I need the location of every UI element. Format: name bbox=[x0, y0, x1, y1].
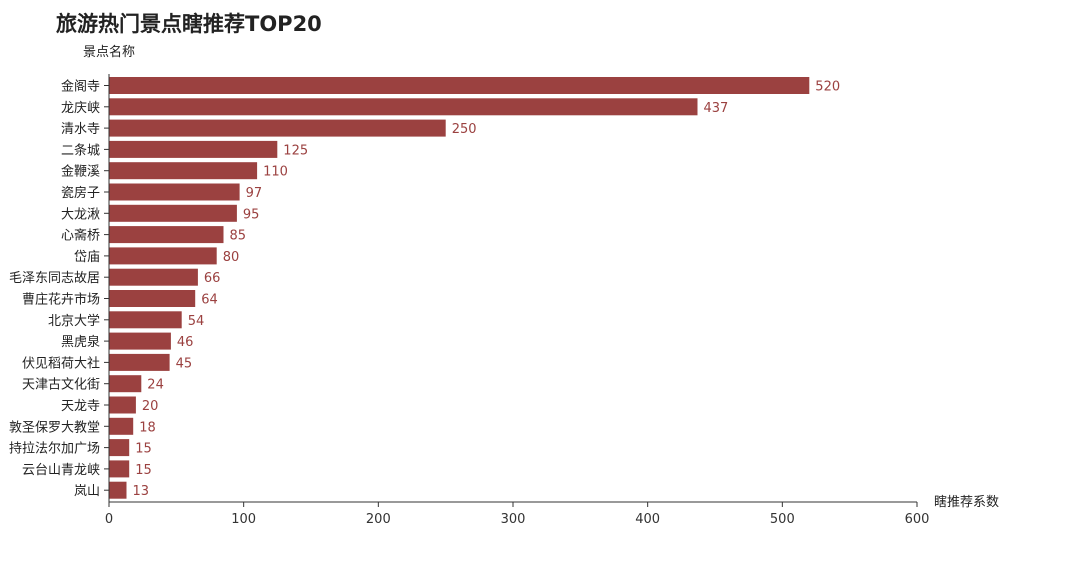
category-label: 敦圣保罗大教堂 bbox=[9, 419, 100, 435]
category-label: 心斋桥 bbox=[61, 228, 100, 244]
bar bbox=[109, 439, 130, 457]
bar bbox=[109, 119, 446, 137]
bar-value-label: 437 bbox=[704, 101, 729, 116]
category-label: 清水寺 bbox=[61, 122, 100, 137]
bar bbox=[109, 460, 130, 478]
category-label: 金鞭溪 bbox=[61, 164, 100, 180]
x-tick-label: 400 bbox=[635, 512, 660, 527]
bar bbox=[109, 396, 136, 414]
bar-value-label: 80 bbox=[223, 250, 240, 265]
bar-value-label: 64 bbox=[201, 293, 218, 308]
bar bbox=[109, 162, 258, 180]
category-label: 龙庆峡 bbox=[61, 101, 100, 116]
x-axis-title: 瞎推荐系数 bbox=[934, 494, 999, 510]
chart-title: 旅游热门景点瞎推荐TOP20 bbox=[56, 12, 322, 36]
bar bbox=[109, 375, 142, 393]
bar-value-label: 520 bbox=[815, 80, 840, 95]
bar-value-label: 20 bbox=[142, 399, 159, 414]
bar-value-label: 66 bbox=[204, 271, 221, 286]
category-label: 金阁寺 bbox=[61, 79, 100, 95]
category-label: 伏见稻荷大社 bbox=[22, 355, 100, 371]
category-label: 瓷房子 bbox=[61, 185, 100, 201]
bar-value-label: 110 bbox=[263, 165, 288, 180]
bar-value-label: 125 bbox=[283, 143, 308, 158]
category-label: 云台山青龙峡 bbox=[22, 463, 100, 478]
bar-value-label: 13 bbox=[133, 484, 150, 499]
bar-value-label: 97 bbox=[246, 186, 263, 201]
bar bbox=[109, 204, 237, 222]
bar-value-label: 15 bbox=[135, 463, 152, 478]
x-tick-label: 100 bbox=[231, 512, 256, 527]
bar bbox=[109, 268, 198, 286]
bar-value-label: 18 bbox=[139, 420, 156, 435]
bar bbox=[109, 226, 224, 244]
category-label: 北京大学 bbox=[48, 313, 100, 329]
x-tick-label: 500 bbox=[770, 512, 795, 527]
bar-value-label: 24 bbox=[147, 378, 164, 393]
category-label: 天龙寺 bbox=[61, 399, 100, 414]
bar-value-label: 85 bbox=[230, 229, 247, 244]
y-axis-title: 景点名称 bbox=[83, 44, 135, 60]
bar-value-label: 45 bbox=[176, 356, 193, 371]
bar bbox=[109, 98, 698, 116]
category-label: 大龙湫 bbox=[61, 207, 100, 222]
category-label: 岱庙 bbox=[74, 250, 100, 265]
x-tick-label: 0 bbox=[105, 512, 113, 527]
category-label: 毛泽东同志故居 bbox=[9, 271, 100, 286]
bar-value-label: 54 bbox=[188, 314, 205, 329]
bar-value-label: 250 bbox=[452, 122, 477, 137]
category-label: 曹庄花卉市场 bbox=[22, 292, 100, 308]
bar-value-label: 46 bbox=[177, 335, 194, 350]
bar bbox=[109, 332, 171, 350]
category-label: 岚山 bbox=[74, 484, 100, 499]
category-label: 天津古文化街 bbox=[22, 378, 100, 393]
x-tick-label: 600 bbox=[905, 512, 930, 527]
bar bbox=[109, 140, 278, 158]
bar-value-label: 15 bbox=[135, 442, 152, 457]
bar bbox=[109, 247, 217, 265]
axes-layer: 金阁寺龙庆峡清水寺二条城金鞭溪瓷房子大龙湫心斋桥岱庙毛泽东同志故居曹庄花卉市场北… bbox=[9, 74, 929, 527]
bar bbox=[109, 481, 127, 499]
x-tick-label: 300 bbox=[501, 512, 526, 527]
category-label: 二条城 bbox=[61, 142, 100, 158]
bar bbox=[109, 311, 182, 329]
bar bbox=[109, 417, 134, 435]
bar bbox=[109, 183, 240, 201]
x-tick-label: 200 bbox=[366, 512, 391, 527]
bar bbox=[109, 290, 196, 307]
bar bbox=[109, 353, 170, 371]
bar bbox=[109, 77, 810, 94]
category-label: 持拉法尔加广场 bbox=[9, 442, 100, 457]
bar-value-label: 95 bbox=[243, 207, 260, 222]
category-label: 黑虎泉 bbox=[61, 334, 100, 350]
